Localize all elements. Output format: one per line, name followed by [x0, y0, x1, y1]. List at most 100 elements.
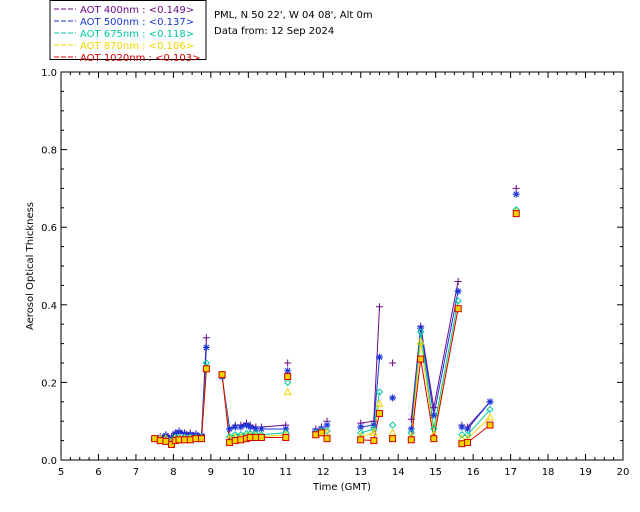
- data-point: [198, 435, 205, 443]
- y-tick-label: 1.0: [41, 68, 57, 79]
- station-info: PML, N 50 22', W 04 08', Alt 0m: [214, 10, 373, 21]
- data-point: [192, 435, 200, 443]
- data-point: [375, 399, 384, 407]
- data-point: [242, 421, 250, 429]
- y-tick-label: 0.0: [41, 456, 57, 467]
- series-line: [467, 416, 491, 440]
- data-point: [464, 425, 472, 433]
- x-tick-label: 14: [392, 467, 405, 478]
- series-line: [467, 401, 491, 430]
- series-line: [221, 376, 286, 430]
- data-point: [181, 436, 189, 444]
- data-point: [156, 437, 164, 445]
- series-line: [410, 281, 459, 420]
- series-markers: [150, 184, 521, 448]
- data-point: [246, 433, 254, 441]
- data-point: [416, 328, 425, 336]
- data-point: [463, 431, 472, 439]
- data-point: [370, 421, 378, 429]
- data-point: [202, 365, 210, 373]
- data-point: [389, 435, 397, 443]
- data-point: [231, 423, 239, 431]
- series-line: [154, 337, 207, 440]
- data-point: [407, 415, 415, 423]
- data-point: [226, 425, 234, 433]
- data-point: [375, 409, 383, 417]
- y-axis-label: Aerosol Optical Thickness: [25, 202, 36, 330]
- x-tick-label: 5: [58, 467, 64, 478]
- data-point: [486, 421, 494, 429]
- data-point: [284, 373, 292, 381]
- series-line: [467, 409, 491, 436]
- data-point: [375, 353, 383, 361]
- data-point: [407, 425, 415, 433]
- data-point: [417, 355, 425, 363]
- data-point: [323, 435, 331, 443]
- data-point: [226, 439, 234, 447]
- data-point: [282, 433, 290, 441]
- legend-box: [49, 0, 207, 60]
- data-point: [168, 440, 176, 448]
- data-point: [458, 431, 466, 439]
- legend: AOT 400nm : <0.149>AOT 500nm : <0.137> AO…: [49, 0, 207, 64]
- series-line: [410, 300, 459, 433]
- data-point: [370, 425, 378, 433]
- x-tick-label: 12: [317, 467, 330, 478]
- data-point: [416, 337, 425, 345]
- data-point: [237, 423, 245, 431]
- data-point: [231, 437, 239, 445]
- x-tick-label: 19: [579, 467, 592, 478]
- legend-label: AOT 500nm : <0.137>: [80, 17, 194, 28]
- data-point: [458, 423, 466, 431]
- data-point: [430, 411, 438, 419]
- x-tick-label: 7: [133, 467, 139, 478]
- data-point: [357, 423, 365, 431]
- data-point: [257, 433, 265, 441]
- data-point: [252, 425, 260, 433]
- data-point: [171, 430, 179, 438]
- data-point: [512, 190, 520, 198]
- data-point: [454, 278, 462, 286]
- data-point: [369, 428, 378, 436]
- series-line: [221, 376, 286, 430]
- y-tick-label: 0.2: [41, 378, 57, 389]
- data-point: [218, 371, 226, 379]
- data-point: [186, 436, 194, 444]
- legend-label: AOT 870nm : <0.106>: [80, 41, 194, 52]
- data-point: [283, 387, 292, 396]
- data-point: [417, 324, 425, 332]
- data-point: [162, 437, 170, 445]
- series-lines: [154, 281, 491, 446]
- series-line: [467, 424, 491, 443]
- data-point: [202, 334, 210, 342]
- x-tick-label: 10: [242, 467, 255, 478]
- data-point: [454, 297, 462, 305]
- data-point: [312, 431, 320, 439]
- plot-frame: [60, 71, 624, 461]
- legend-label: AOT 400nm : <0.149>: [80, 5, 194, 16]
- data-point: [486, 398, 494, 406]
- y-tick-label: 0.6: [41, 223, 57, 234]
- data-date: Data from: 12 Sep 2024: [214, 26, 334, 37]
- data-point: [464, 439, 472, 447]
- data-point: [284, 367, 292, 375]
- data-point: [202, 343, 210, 351]
- x-axis-label: Time (GMT): [312, 482, 371, 493]
- x-tick-label: 11: [279, 467, 292, 478]
- data-point: [252, 433, 260, 441]
- data-point: [512, 210, 520, 218]
- data-point: [454, 305, 462, 313]
- data-point: [357, 429, 365, 437]
- data-point: [370, 437, 378, 445]
- data-point: [407, 436, 415, 444]
- data-point: [282, 425, 290, 433]
- axis-ticks: 5 6 7 8 9 10 11 12 13 14 15 16 17 18 19 20 0.0 0.2 0.4 0.6 0…: [41, 68, 629, 478]
- x-tick-label: 17: [504, 467, 517, 478]
- x-tick-label: 20: [617, 467, 630, 478]
- data-point: [237, 436, 245, 444]
- data-point: [323, 427, 331, 435]
- legend-label: AOT 1020nm : <0.103>: [80, 53, 200, 64]
- data-point: [181, 430, 189, 438]
- x-tick-label: 16: [467, 467, 480, 478]
